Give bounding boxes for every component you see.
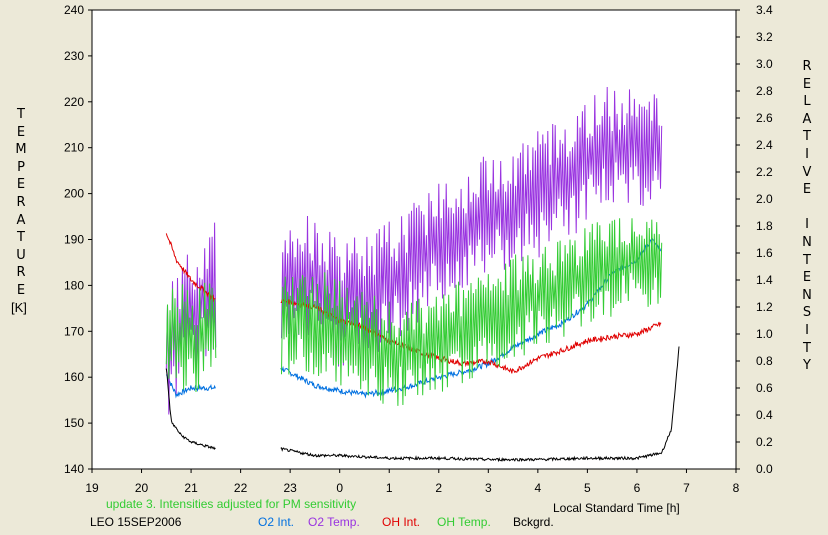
legend-item: O2 Int. [258,515,295,529]
right-tick-label: 1.4 [756,273,773,287]
left-tick-label: 180 [64,278,84,292]
x-tick-label: 2 [435,481,442,495]
left-tick-label: 210 [64,141,84,155]
right-tick-label: 2.2 [756,165,773,179]
legend-item: OH Int. [382,515,421,529]
series-line-3 [165,218,663,406]
right-tick-label: 0.8 [756,354,773,368]
left-axis-unit: [K] [11,300,27,315]
left-tick-label: 240 [64,3,84,17]
update-note: update 3. Intensities adjusted for PM se… [106,497,357,511]
legend-item: O2 Temp. [308,515,360,529]
station-date: LEO 15SEP2006 [90,515,182,529]
x-tick-label: 20 [135,481,149,495]
left-tick-label: 220 [64,95,84,109]
left-tick-label: 230 [64,49,84,63]
x-tick-label: 6 [634,481,641,495]
legend-item: OH Temp. [437,515,491,529]
right-tick-label: 0.6 [756,381,773,395]
series-line-4 [165,346,680,463]
series-line-0 [165,237,662,399]
left-tick-label: 170 [64,324,84,338]
x-tick-label: 21 [184,481,198,495]
x-tick-label: 8 [733,481,740,495]
left-tick-label: 190 [64,233,84,247]
right-tick-label: 3.0 [756,57,773,71]
left-tick-label: 140 [64,462,84,476]
right-tick-label: 0.0 [756,462,773,476]
x-tick-label: 23 [283,481,297,495]
left-tick-label: 160 [64,370,84,384]
left-tick-label: 200 [64,187,84,201]
right-tick-label: 3.2 [756,30,773,44]
right-tick-label: 0.2 [756,435,773,449]
right-tick-label: 2.4 [756,138,773,152]
x-tick-label: 0 [336,481,343,495]
x-tick-label: 19 [85,481,99,495]
right-tick-label: 1.0 [756,327,773,341]
left-tick-label: 150 [64,416,84,430]
x-tick-label: 4 [535,481,542,495]
x-tick-label: 3 [485,481,492,495]
right-tick-label: 2.8 [756,84,773,98]
x-tick-label: 1 [386,481,393,495]
x-tick-label: 7 [683,481,690,495]
right-tick-label: 1.8 [756,219,773,233]
x-tick-label: 5 [584,481,591,495]
legend-item: Bckgrd. [513,515,554,529]
right-tick-label: 2.6 [756,111,773,125]
right-tick-label: 1.2 [756,300,773,314]
x-tick-label: 22 [234,481,248,495]
right-tick-label: 2.0 [756,192,773,206]
right-tick-label: 1.6 [756,246,773,260]
right-tick-label: 0.4 [756,408,773,422]
x-axis-label: Local Standard Time [h] [553,501,680,515]
right-tick-label: 3.4 [756,3,773,17]
